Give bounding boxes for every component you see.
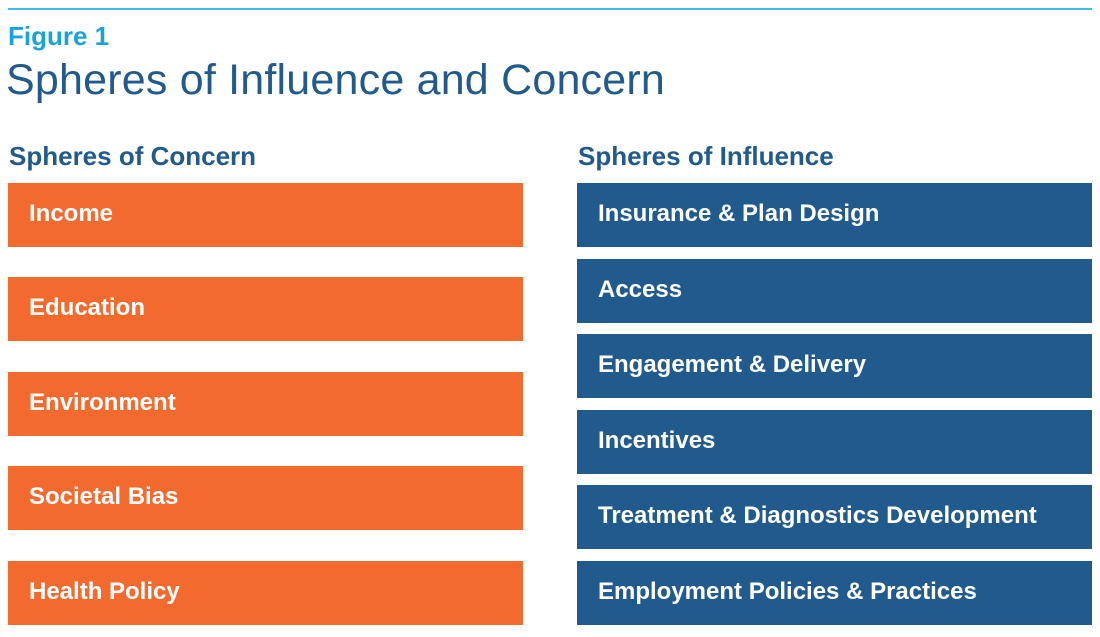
influence-label: Employment Policies & Practices xyxy=(598,578,977,605)
concern-label: Income xyxy=(29,200,114,227)
influence-label: Treatment & Diagnostics Development xyxy=(598,502,1037,529)
influence-box: Engagement & Delivery xyxy=(577,334,1092,398)
concern-label: Societal Bias xyxy=(29,483,179,510)
figure-title: Spheres of Influence and Concern xyxy=(6,56,666,104)
influence-box: Incentives xyxy=(577,410,1092,474)
concern-box: Health Policy xyxy=(8,561,523,625)
concern-box: Environment xyxy=(8,372,523,436)
influence-label: Insurance & Plan Design xyxy=(598,200,880,227)
concern-heading: Spheres of Concern xyxy=(9,141,257,171)
influence-label: Engagement & Delivery xyxy=(598,351,867,378)
concern-box: Income xyxy=(8,183,523,247)
concern-box: Education xyxy=(8,277,523,341)
influence-box: Insurance & Plan Design xyxy=(577,183,1092,247)
top-rule xyxy=(8,8,1092,10)
influence-label: Incentives xyxy=(598,427,716,454)
influence-box: Employment Policies & Practices xyxy=(577,561,1092,625)
figure-label: Figure 1 xyxy=(8,21,110,51)
influence-heading: Spheres of Influence xyxy=(578,141,834,171)
influence-box: Treatment & Diagnostics Development xyxy=(577,485,1092,549)
concern-label: Health Policy xyxy=(29,578,180,605)
influence-box: Access xyxy=(577,259,1092,323)
influence-label: Access xyxy=(598,276,683,303)
concern-label: Environment xyxy=(29,389,176,416)
concern-box: Societal Bias xyxy=(8,466,523,530)
concern-label: Education xyxy=(29,294,146,321)
